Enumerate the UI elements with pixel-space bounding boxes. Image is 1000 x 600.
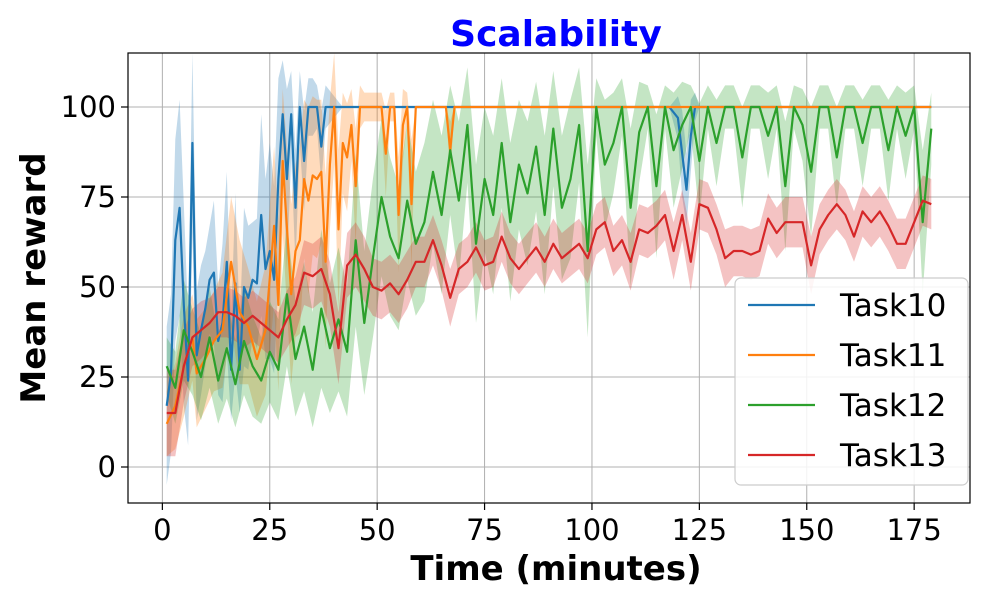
series-line bbox=[165, 105, 932, 406]
y-tick-label: 75 bbox=[79, 180, 116, 214]
chart-title: Scalability bbox=[450, 14, 662, 55]
x-tick-label: 25 bbox=[251, 513, 288, 547]
x-axis-label: Time (minutes) bbox=[410, 549, 701, 589]
y-tick-label: 0 bbox=[98, 450, 116, 484]
y-tick-label: 100 bbox=[61, 90, 116, 124]
legend-box bbox=[734, 277, 969, 486]
x-tick-label: 150 bbox=[779, 513, 834, 547]
series-line bbox=[166, 199, 932, 415]
legend-label: Task11 bbox=[839, 338, 946, 374]
legend: Task10 Task11 Task12 Task13 bbox=[734, 277, 969, 486]
series-line bbox=[165, 105, 932, 425]
legend-label: Task12 bbox=[839, 388, 946, 424]
x-tick-label: 175 bbox=[886, 513, 941, 547]
x-tick-label: 0 bbox=[153, 513, 171, 547]
x-tick-label: 50 bbox=[359, 513, 396, 547]
confidence-band bbox=[166, 67, 932, 428]
legend-label: Task13 bbox=[839, 438, 946, 474]
series-line bbox=[165, 105, 933, 389]
tick-layer: 0 25 50 75 100 125 150 175 0 25 50 75 100 bbox=[61, 90, 942, 547]
x-tick-label: 75 bbox=[466, 513, 503, 547]
x-tick-label: 125 bbox=[672, 513, 727, 547]
y-tick-label: 50 bbox=[79, 270, 116, 304]
plot-frame bbox=[127, 52, 971, 504]
legend-items: Task10 Task11 Task12 Task13 bbox=[748, 288, 946, 474]
line-layer bbox=[165, 105, 933, 425]
y-axis-label: Mean reward bbox=[14, 152, 54, 403]
confidence-band bbox=[166, 175, 932, 457]
legend-label: Task10 bbox=[839, 288, 946, 324]
x-tick-label: 100 bbox=[564, 513, 619, 547]
y-tick-label: 25 bbox=[79, 360, 116, 394]
